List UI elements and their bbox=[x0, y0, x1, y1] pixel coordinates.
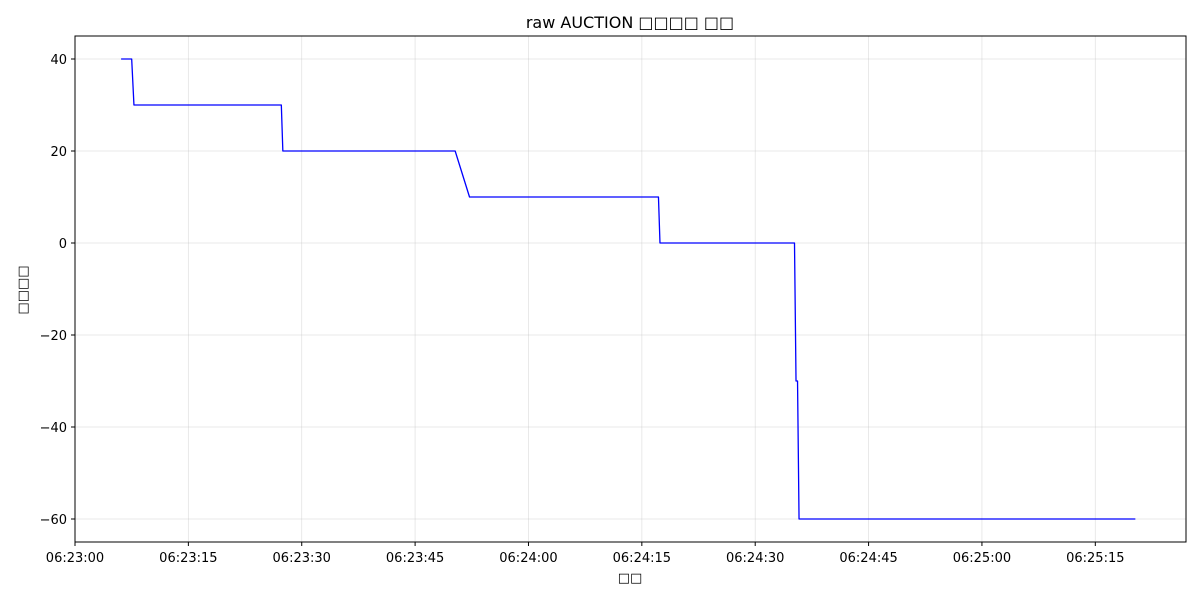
y-tick-label: −40 bbox=[40, 421, 67, 436]
x-tick-label: 06:24:30 bbox=[726, 551, 784, 566]
x-tick-label: 06:24:15 bbox=[613, 551, 671, 566]
y-tick-label: 40 bbox=[50, 53, 67, 68]
y-tick-label: −20 bbox=[40, 329, 67, 344]
chart-title: raw AUCTION □□□□ □□ bbox=[526, 13, 734, 32]
x-tick-label: 06:25:15 bbox=[1066, 551, 1124, 566]
x-tick-label: 06:23:15 bbox=[159, 551, 217, 566]
y-tick-label: −60 bbox=[40, 513, 67, 528]
x-tick-label: 06:25:00 bbox=[953, 551, 1011, 566]
grid-layer bbox=[74, 36, 1186, 542]
x-tick-label: 06:24:45 bbox=[839, 551, 897, 566]
tick-layer: 06:23:00 06:23:15 06:23:30 06:23:45 06:24:00… bbox=[40, 53, 1125, 566]
x-axis-label: □□ bbox=[618, 571, 643, 586]
series-layer bbox=[121, 58, 1136, 520]
x-tick-label: 06:23:30 bbox=[273, 551, 331, 566]
x-tick-label: 06:23:00 bbox=[46, 551, 104, 566]
y-axis-label: □□□□ bbox=[16, 265, 31, 314]
x-tick-label: 06:23:45 bbox=[386, 551, 444, 566]
plot-frame bbox=[74, 35, 1187, 543]
y-tick-label: 0 bbox=[59, 237, 67, 252]
series-line-0 bbox=[121, 58, 1136, 520]
y-tick-label: 20 bbox=[50, 145, 67, 160]
x-tick-label: 06:24:00 bbox=[499, 551, 557, 566]
